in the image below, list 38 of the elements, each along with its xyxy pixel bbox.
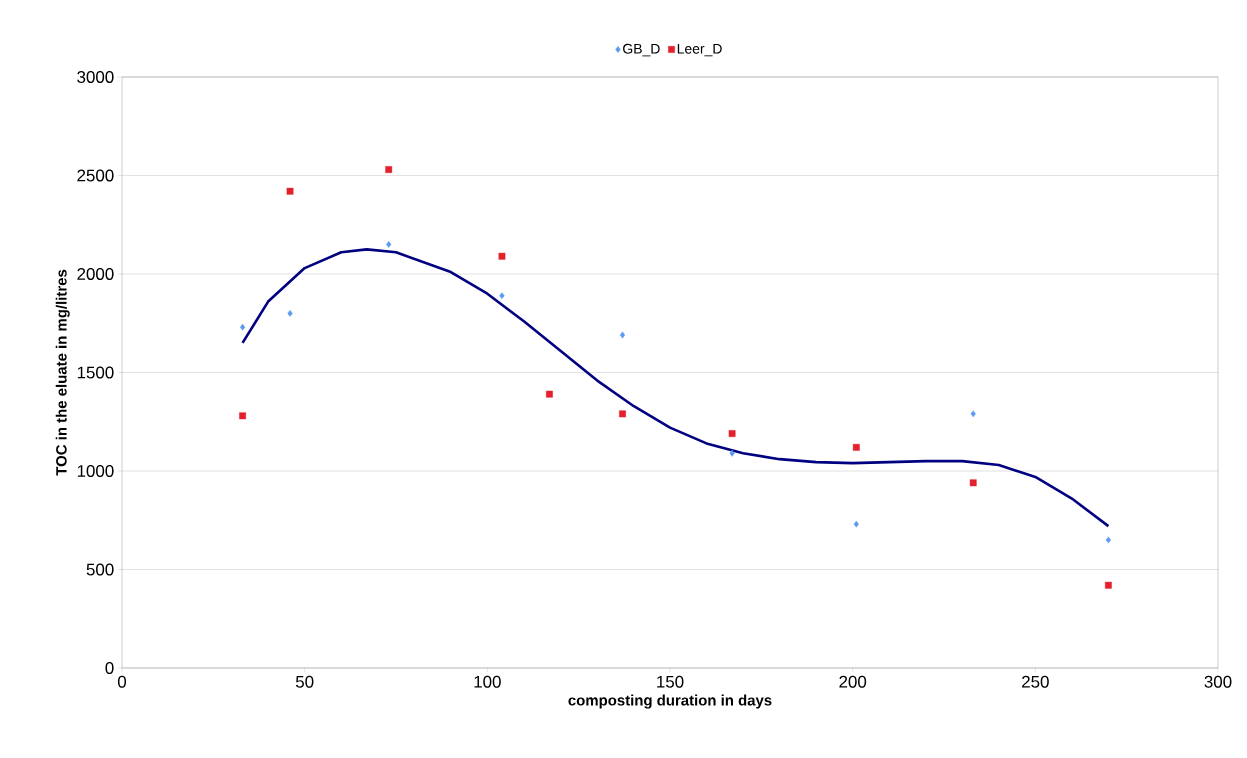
- y-tick-label: 1500: [77, 366, 114, 379]
- point: [239, 412, 246, 420]
- point: [969, 479, 977, 487]
- y-tick-label: 1000: [77, 464, 114, 477]
- point: [385, 166, 393, 173]
- x-axis-title: composting duration in days: [568, 694, 772, 709]
- y-tick-label: 2500: [77, 169, 114, 182]
- point: [498, 252, 506, 260]
- legend-label: Leer_D: [677, 43, 722, 57]
- x-tick-label: 50: [295, 675, 314, 688]
- point: [619, 331, 626, 339]
- y-tick-label: 0: [105, 661, 114, 674]
- point: [287, 309, 293, 317]
- point: [728, 430, 736, 437]
- x-tick-label: 300: [1204, 675, 1232, 688]
- point: [286, 187, 294, 195]
- x-tick-label: 200: [839, 675, 867, 688]
- point: [546, 390, 553, 398]
- x-tick-label: 250: [1022, 675, 1049, 688]
- y-axis-title: TOC in the eluate in mg/litres: [55, 269, 70, 476]
- point: [853, 520, 859, 528]
- point: [729, 449, 735, 457]
- point: [852, 443, 860, 451]
- x-tick-label: 0: [117, 675, 127, 688]
- point: [619, 410, 626, 418]
- point: [1105, 536, 1111, 544]
- point: [239, 323, 246, 331]
- x-tick-label: 150: [657, 675, 684, 688]
- y-tick-label: 3000: [77, 70, 114, 83]
- point: [499, 292, 505, 300]
- y-tick-label: 2000: [77, 267, 114, 280]
- point: [1105, 581, 1112, 589]
- point: [386, 241, 392, 248]
- y-tick-label: 500: [86, 563, 114, 576]
- line-series: [241, 248, 1110, 528]
- x-tick-label: 100: [474, 675, 501, 688]
- legend-label: GB_D: [623, 43, 660, 57]
- point: [970, 410, 976, 418]
